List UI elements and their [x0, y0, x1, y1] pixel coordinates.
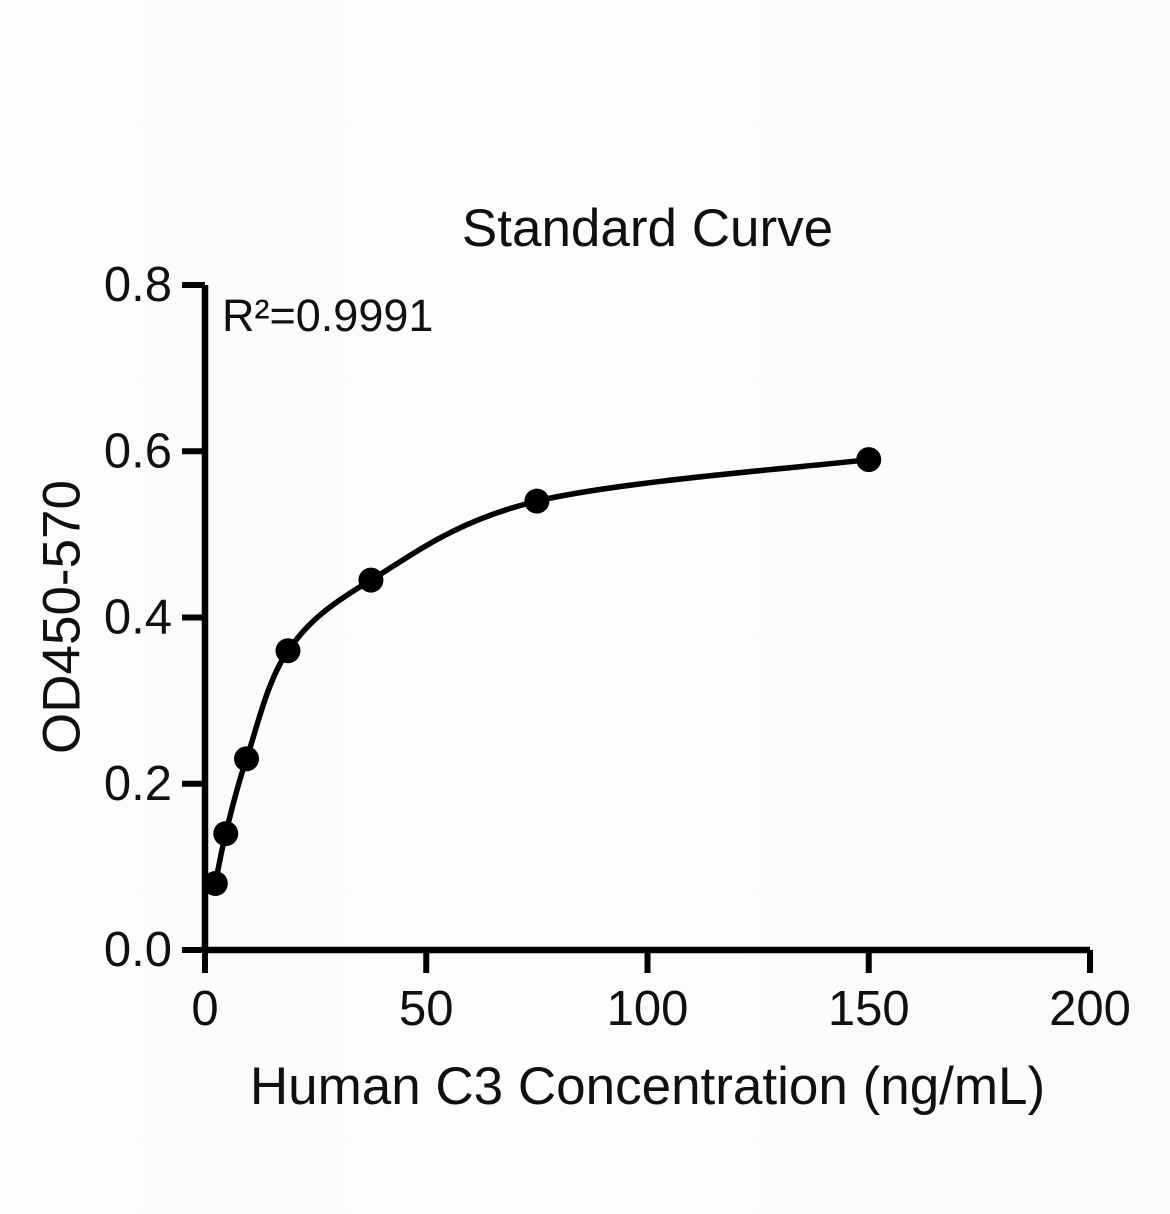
y-tick-label: 0.6 [104, 424, 172, 478]
chart-title: Standard Curve [461, 199, 834, 258]
data-point [358, 567, 384, 593]
data-point [524, 488, 550, 514]
y-tick-label: 0.8 [104, 258, 172, 312]
r-squared-annotation: R²=0.9991 [222, 290, 434, 341]
data-point [202, 871, 228, 896]
y-tick-label: 0.2 [104, 757, 172, 811]
data-point [213, 821, 239, 847]
x-tick-label: 200 [1049, 982, 1131, 1036]
data-point [856, 447, 882, 473]
x-axis-title: Human C3 Concentration (ng/mL) [249, 1057, 1046, 1116]
data-point [234, 746, 260, 772]
x-tick-label: 0 [191, 982, 218, 1036]
y-tick-label: 0.0 [104, 923, 172, 977]
x-tick-label: 50 [399, 982, 454, 1036]
fit-curve [212, 456, 872, 887]
x-tick-label: 100 [607, 982, 689, 1036]
y-axis-title: OD450-570 [32, 479, 92, 755]
x-tick-label: 150 [828, 982, 910, 1036]
y-tick-label: 0.4 [104, 591, 172, 645]
data-point [275, 638, 301, 664]
